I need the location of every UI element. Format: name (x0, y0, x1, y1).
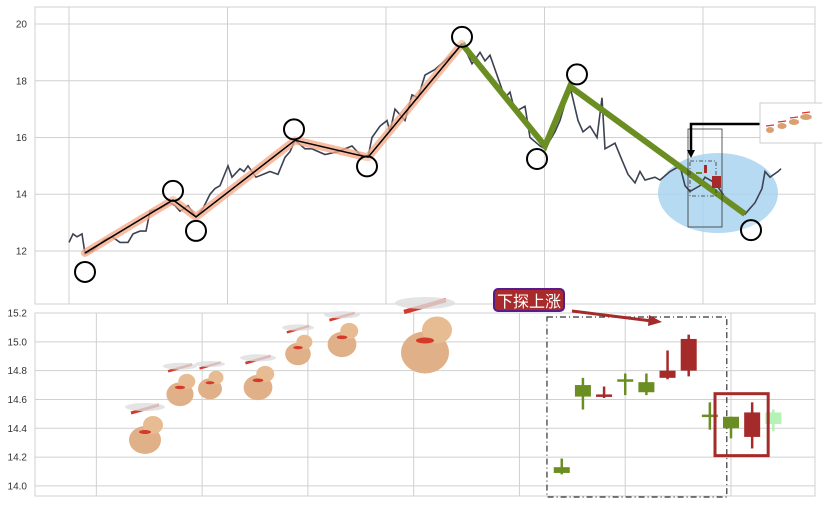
y-tick-label: 16 (16, 133, 28, 144)
dog-head (178, 373, 196, 390)
correction-wave-line (459, 41, 747, 217)
callout-arrow-head (648, 315, 662, 326)
inset-dog-icon (777, 123, 787, 129)
wave-marker-circle (185, 219, 207, 242)
dog-head (296, 334, 313, 350)
wave-marker-circle (566, 63, 588, 86)
wave-marker-circle (356, 155, 378, 178)
wave-marker-circle (451, 25, 473, 48)
inset-helicopter-icon (801, 111, 811, 114)
mini-candle (712, 176, 721, 188)
inset-helicopter-icon (765, 124, 775, 127)
dog-with-helicopter-image (324, 311, 360, 358)
dog-collar (205, 381, 215, 385)
dog-head (208, 370, 224, 385)
highlight-box (713, 392, 770, 458)
zoom-dashed-box (689, 160, 717, 197)
dog-head (422, 316, 452, 344)
dog-head (256, 365, 275, 383)
helicopter-rotor (195, 361, 225, 367)
y-tick-label: 14 (16, 190, 28, 201)
inset-helicopter-icon (789, 116, 799, 119)
candle-body (596, 394, 613, 397)
helicopter-rotor (324, 311, 360, 319)
dog-head (143, 416, 163, 434)
helicopter-rotor (240, 354, 276, 362)
dog-collar (139, 430, 151, 434)
candle-body (553, 467, 570, 473)
inset-arrow (689, 122, 760, 152)
candle-body (723, 416, 740, 429)
impulse-wave-line (84, 43, 463, 254)
candle-body (659, 370, 676, 378)
wave-marker-circle (526, 147, 548, 170)
flying-dogs-decoration (125, 297, 455, 454)
dog-collar (336, 335, 348, 340)
callout-arrow (571, 309, 653, 323)
inset-helicopter-icon (777, 120, 787, 123)
inset-arrow-head (687, 150, 695, 158)
dog-with-helicopter-image (195, 361, 225, 400)
candle-body (574, 385, 591, 397)
helicopter-rotor (125, 403, 165, 411)
inset-dog-icon (788, 119, 800, 125)
candle-body (701, 414, 718, 418)
dog-collar (416, 337, 434, 344)
top-price-panel: 12 14 16 18 20 (16, 6, 822, 305)
y-tick-label: 12 (16, 246, 28, 257)
dog-with-helicopter-image (282, 324, 314, 366)
candle-body (638, 382, 655, 393)
zoom-source-box (687, 128, 723, 228)
y-tick-label: 14.2 (8, 453, 28, 464)
wave-marker-circle (283, 118, 305, 141)
y-tick-label: 15.0 (8, 337, 28, 348)
y-tick-label: 15.2 (8, 309, 28, 320)
dog-with-helicopter-image (240, 354, 276, 401)
y-tick-label: 14.6 (8, 395, 28, 406)
helicopter-rotor (395, 297, 455, 309)
y-tick-label: 18 (16, 76, 28, 87)
wave-marker-circle (74, 260, 96, 283)
dog-with-helicopter-image (125, 403, 165, 454)
plot-area (34, 6, 816, 305)
dog-collar (174, 385, 186, 390)
y-tick-label: 14.8 (8, 366, 28, 377)
dog-with-helicopter-image (163, 362, 197, 407)
y-tick-label: 14.4 (8, 424, 28, 435)
dog-head (340, 322, 359, 340)
mini-candle (704, 165, 707, 173)
inset-dog-icon (766, 127, 774, 133)
inset-dog-icon (800, 114, 812, 120)
mini-candle (696, 172, 702, 174)
helicopter-rotor (163, 362, 197, 370)
candle-body (744, 412, 761, 437)
callout-label: 下探上涨 (493, 288, 565, 312)
y-tick-label: 20 (16, 20, 28, 31)
candle-body (617, 379, 634, 382)
dog-collar (252, 378, 264, 383)
dog-with-helicopter-image (395, 297, 455, 374)
wave-marker-circle (162, 179, 184, 202)
candle-body (765, 412, 782, 424)
dog-collar (293, 346, 303, 350)
y-tick-label: 14.0 (8, 481, 28, 492)
wave-marker-circle (740, 219, 762, 242)
candle-body (680, 338, 697, 371)
dashed-selection-box (546, 316, 728, 498)
helicopter-rotor (282, 324, 314, 331)
